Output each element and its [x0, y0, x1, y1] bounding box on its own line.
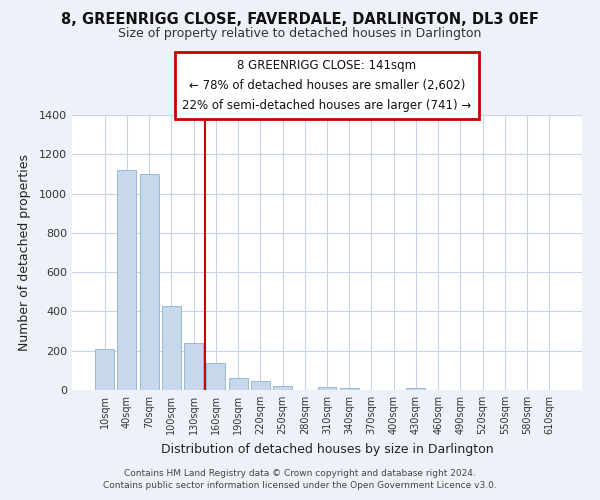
Bar [273, 386, 292, 390]
Text: Contains HM Land Registry data © Crown copyright and database right 2024.: Contains HM Land Registry data © Crown c… [124, 468, 476, 477]
Bar [229, 378, 248, 390]
Text: 8, GREENRIGG CLOSE, FAVERDALE, DARLINGTON, DL3 0EF: 8, GREENRIGG CLOSE, FAVERDALE, DARLINGTO… [61, 12, 539, 28]
Bar [118, 170, 136, 390]
Y-axis label: Number of detached properties: Number of detached properties [17, 154, 31, 351]
Bar [340, 388, 359, 390]
Bar [206, 362, 225, 390]
Text: Contains public sector information licensed under the Open Government Licence v3: Contains public sector information licen… [103, 481, 497, 490]
Bar [317, 387, 337, 390]
Text: Size of property relative to detached houses in Darlington: Size of property relative to detached ho… [118, 28, 482, 40]
Bar [162, 306, 181, 390]
Text: 8 GREENRIGG CLOSE: 141sqm
← 78% of detached houses are smaller (2,602)
22% of se: 8 GREENRIGG CLOSE: 141sqm ← 78% of detac… [182, 59, 472, 112]
Bar [251, 381, 270, 390]
Bar [95, 349, 114, 390]
Bar [406, 388, 425, 390]
Bar [184, 343, 203, 390]
X-axis label: Distribution of detached houses by size in Darlington: Distribution of detached houses by size … [161, 442, 493, 456]
Bar [140, 174, 158, 390]
